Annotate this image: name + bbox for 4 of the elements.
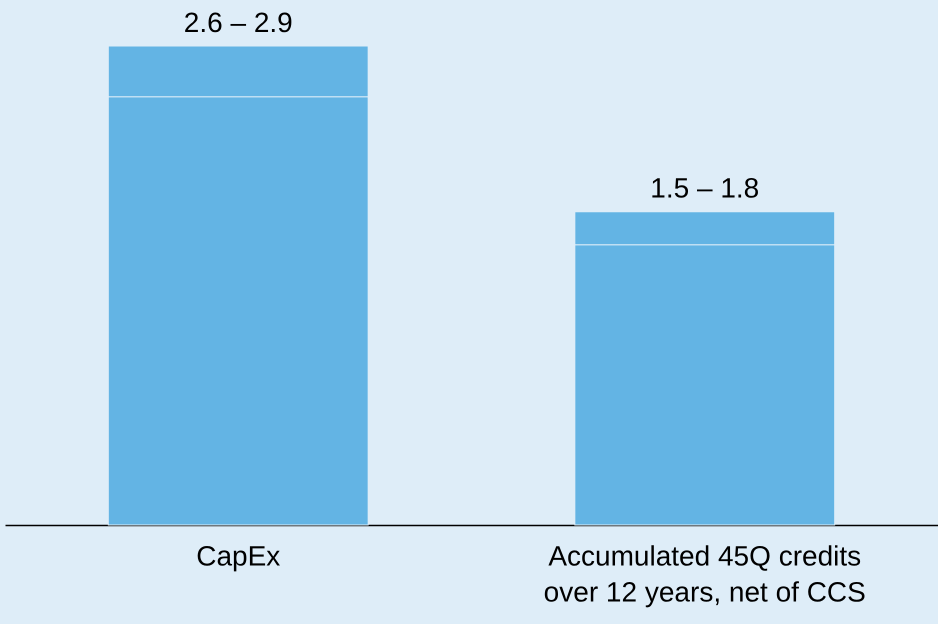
total-label: 2.6 – 2.9 <box>184 7 293 38</box>
x-tick-label: Accumulated 45Q credits over 12 years, net of CCS <box>544 540 866 608</box>
total-label: 1.5 – 1.8 <box>650 172 760 204</box>
x-tick-label: CapEx <box>196 540 280 572</box>
